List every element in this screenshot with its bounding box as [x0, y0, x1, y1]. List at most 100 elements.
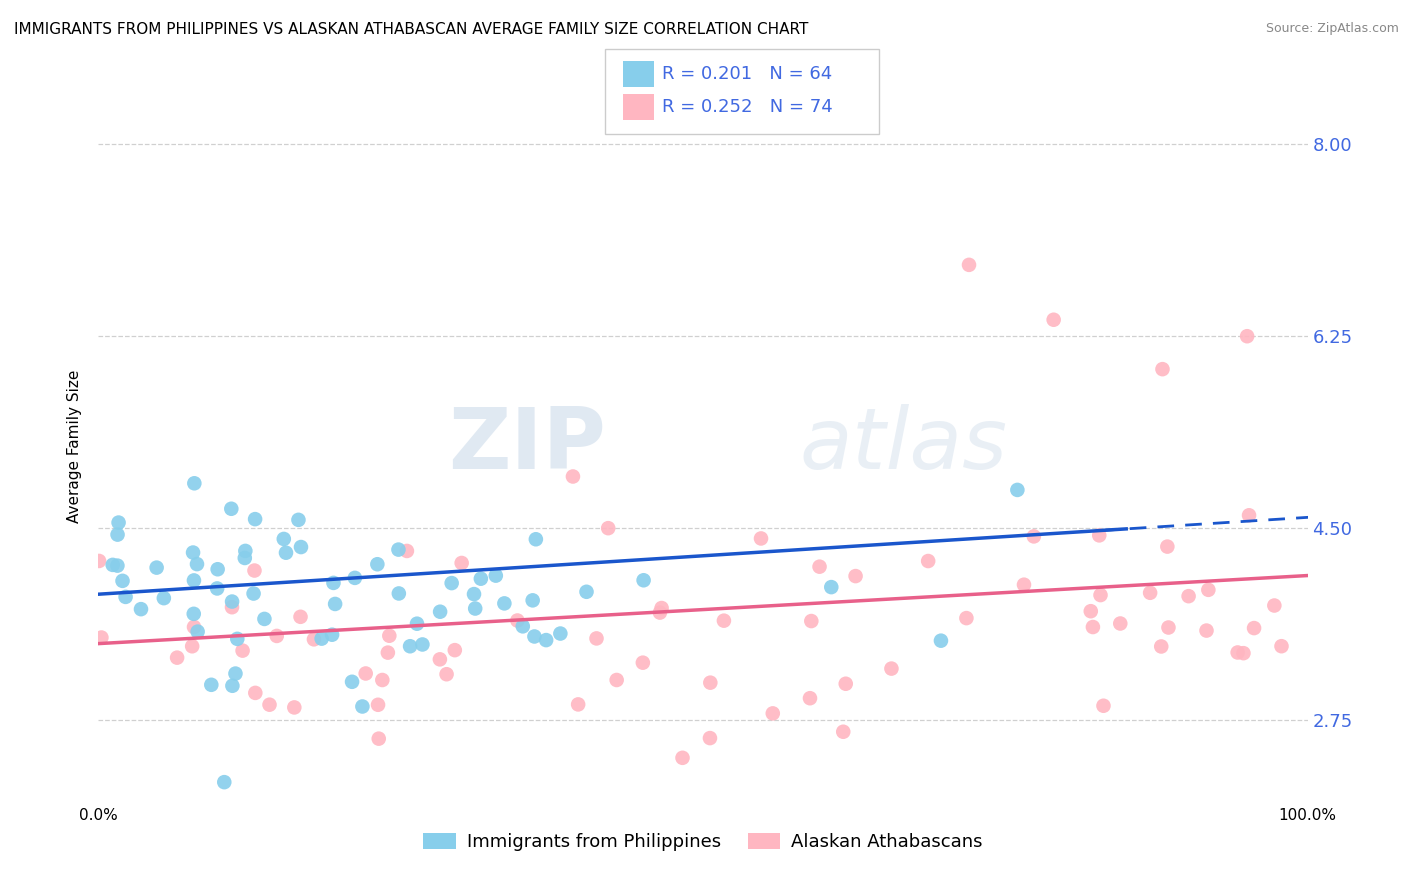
Point [323, 597, 346, 611]
Point [232, 643, 254, 657]
Point [181, 640, 204, 654]
Point [567, 698, 589, 712]
Point [929, 633, 952, 648]
Point [274, 546, 297, 560]
Text: ZIP: ZIP [449, 404, 606, 488]
Point [800, 614, 823, 628]
Point [87, 554, 110, 568]
Point [1226, 645, 1249, 659]
Point [183, 476, 205, 491]
Point [214, 775, 236, 789]
Text: R = 0.201   N = 64: R = 0.201 N = 64 [662, 65, 832, 83]
Point [633, 574, 655, 588]
Point [1157, 620, 1180, 634]
Point [651, 601, 673, 615]
Point [799, 691, 821, 706]
Point [1197, 582, 1219, 597]
Point [485, 568, 508, 582]
Point [749, 532, 772, 546]
Point [562, 469, 585, 483]
Point [450, 556, 472, 570]
Point [631, 656, 654, 670]
Point [302, 632, 325, 647]
Point [1195, 624, 1218, 638]
Point [181, 545, 204, 559]
Point [762, 706, 785, 721]
Point [266, 629, 288, 643]
Point [290, 609, 312, 624]
Text: IMMIGRANTS FROM PHILIPPINES VS ALASKAN ATHABASCAN AVERAGE FAMILY SIZE CORRELATIO: IMMIGRANTS FROM PHILIPPINES VS ALASKAN A… [14, 22, 808, 37]
Point [575, 584, 598, 599]
Point [221, 600, 243, 615]
Point [340, 674, 363, 689]
Point [290, 540, 312, 554]
Point [845, 569, 868, 583]
Point [243, 512, 266, 526]
Point [207, 562, 229, 576]
Point [377, 646, 399, 660]
Point [494, 596, 516, 610]
Point [463, 587, 485, 601]
Point [1109, 616, 1132, 631]
Point [243, 564, 266, 578]
Point [470, 572, 492, 586]
Point [145, 560, 167, 574]
Point [107, 558, 129, 573]
Text: Source: ZipAtlas.com: Source: ZipAtlas.com [1265, 22, 1399, 36]
Point [321, 628, 343, 642]
Point [1022, 529, 1045, 543]
Point [114, 590, 136, 604]
Point [311, 632, 333, 646]
Point [1042, 312, 1064, 326]
Point [200, 678, 222, 692]
Point [522, 593, 544, 607]
Text: atlas: atlas [800, 404, 1008, 488]
Point [107, 527, 129, 541]
Point [1139, 586, 1161, 600]
Y-axis label: Average Family Size: Average Family Size [67, 369, 83, 523]
Point [352, 699, 374, 714]
Point [1270, 639, 1292, 653]
Point [183, 620, 205, 634]
Point [183, 607, 205, 621]
Point [273, 532, 295, 546]
Point [506, 614, 529, 628]
Point [233, 551, 256, 566]
Point [523, 630, 546, 644]
Point [440, 576, 463, 591]
Point [550, 626, 572, 640]
Point [1081, 620, 1104, 634]
Point [606, 673, 628, 687]
Point [205, 582, 228, 596]
Point [534, 633, 557, 648]
Point [411, 637, 433, 651]
Point [406, 616, 429, 631]
Point [378, 629, 401, 643]
Point [443, 643, 465, 657]
Point [354, 666, 377, 681]
Point [1088, 528, 1111, 542]
Point [1236, 329, 1258, 343]
Point [955, 611, 977, 625]
Point [111, 574, 134, 588]
Point [387, 542, 409, 557]
Point [107, 516, 129, 530]
Point [221, 501, 243, 516]
Point [399, 639, 422, 653]
Point [187, 624, 209, 639]
Point [322, 575, 344, 590]
Point [699, 675, 721, 690]
Point [699, 731, 721, 745]
Point [832, 724, 855, 739]
Point [820, 580, 842, 594]
Point [395, 544, 418, 558]
Point [648, 606, 671, 620]
Point [166, 650, 188, 665]
Point [259, 698, 281, 712]
Point [186, 557, 208, 571]
Point [221, 594, 243, 608]
Point [1232, 646, 1254, 660]
Point [245, 686, 267, 700]
Point [183, 574, 205, 588]
Point [1243, 621, 1265, 635]
